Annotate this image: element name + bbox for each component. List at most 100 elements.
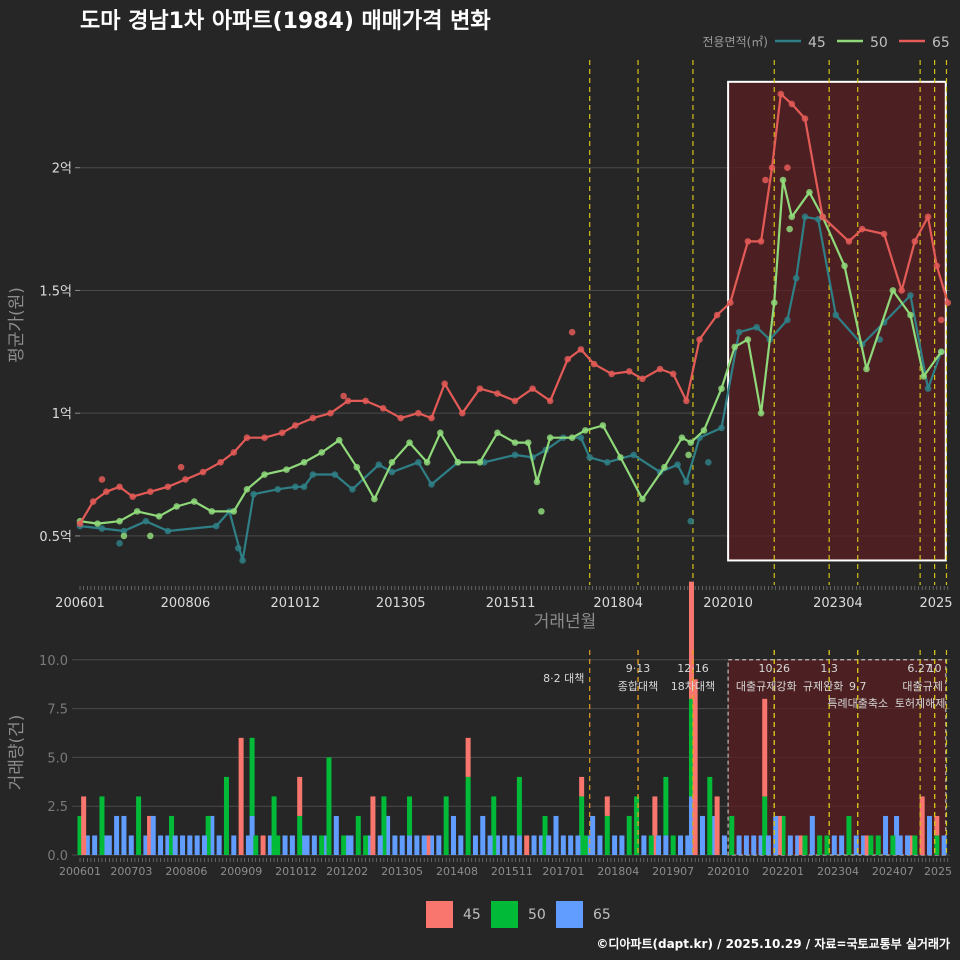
volume-xtick-label: 201408 (436, 865, 478, 878)
price-ytick-label: 1억 (52, 407, 72, 422)
volume-bar-filler (106, 835, 112, 855)
legend-label-50: 50 (870, 35, 888, 51)
series-point-50 (731, 343, 738, 351)
volume-bar-filler (626, 815, 632, 855)
volume-bar-filler (941, 835, 947, 855)
volume-bar-65 (472, 835, 478, 855)
volume-bar-65 (450, 815, 456, 855)
series-point-65 (511, 397, 519, 405)
volume-bar-65 (710, 815, 716, 855)
volume-bar-65 (494, 835, 500, 855)
volume-bar-filler (377, 835, 383, 855)
volume-bar-65 (538, 835, 544, 855)
series-point-65 (590, 360, 598, 368)
volume-xtick-label: 202201 (762, 865, 804, 878)
series-point-45 (630, 451, 637, 459)
volume-bar-filler (114, 815, 120, 855)
volume-bar-50 (604, 815, 610, 855)
series-point-65 (546, 397, 554, 405)
series-point-45 (212, 522, 220, 530)
policy-annotation: 6.27 (907, 662, 932, 675)
policy-annotation: 12·16 (677, 662, 709, 675)
series-point-50 (533, 478, 541, 486)
series-point-50 (757, 409, 765, 417)
volume-ylabel: 거래량(건) (7, 715, 27, 791)
volume-bar-65 (736, 835, 742, 855)
volume-bar-filler (751, 835, 757, 855)
volume-bar-50 (271, 796, 277, 855)
volume-bar-50 (663, 776, 669, 836)
series-point-65 (230, 449, 238, 456)
series-line-50 (79, 178, 943, 525)
series-point-65 (344, 397, 352, 405)
series-point-50 (678, 434, 686, 442)
volume-ytick-label: 2.5 (47, 800, 68, 815)
series-point-50 (770, 299, 778, 307)
volume-bar-filler (311, 835, 317, 855)
volume-bar-filler (348, 835, 354, 855)
series-point-50 (155, 512, 163, 520)
series-point-50 (538, 508, 545, 515)
series-point-65 (911, 238, 919, 245)
volume-legend: 45 50 65 (426, 901, 611, 928)
volume-bar-filler (275, 835, 281, 855)
volume-bar-45 (260, 835, 266, 855)
series-point-45 (735, 328, 743, 336)
volume-bar-50 (249, 737, 255, 816)
volume-bar-filler (304, 835, 310, 855)
price-ytick-label: 1.5억 (39, 284, 72, 299)
series-point-50 (133, 508, 141, 515)
price-ytick-label: 0.5억 (39, 530, 72, 545)
series-point-65 (98, 476, 106, 483)
series-point-45 (239, 557, 246, 564)
volume-bar-50 (688, 698, 694, 797)
volume-bar-65 (103, 835, 109, 855)
volume-bar-45 (919, 796, 925, 855)
volume-bar-50 (634, 796, 640, 855)
policy-annotation: 종합대책 (618, 680, 658, 693)
volume-bar-filler (685, 835, 691, 855)
series-point-65 (164, 483, 172, 491)
series-point-50 (779, 176, 787, 184)
series-point-65 (727, 299, 734, 307)
volume-bar-filler (392, 835, 398, 855)
series-point-50 (300, 458, 308, 466)
volume-legend-swatch-50 (491, 901, 518, 928)
volume-bar-50 (205, 815, 211, 855)
volume-bar-65 (641, 835, 647, 855)
series-point-65 (292, 422, 299, 429)
series-point-65 (713, 311, 721, 319)
series-point-45 (603, 458, 611, 466)
volume-bar-45 (81, 796, 87, 855)
volume-bar-50 (729, 815, 735, 855)
volume-bar-filler (172, 835, 178, 855)
volume-bar-filler (201, 835, 207, 855)
volume-bar-filler (421, 835, 427, 855)
series-point-65 (217, 458, 224, 466)
volume-bar-filler (509, 835, 515, 855)
series-point-65 (639, 375, 646, 383)
policy-annotation: 토허제해제 (895, 696, 946, 710)
volume-bar-45 (714, 796, 720, 855)
volume-bar-45 (652, 796, 658, 855)
volume-bar-filler (839, 835, 845, 855)
series-point-50 (568, 434, 576, 442)
series-point-50 (511, 439, 519, 446)
series-point-50 (687, 439, 695, 446)
volume-legend-label-65: 65 (593, 907, 611, 923)
volume-bar-50 (780, 815, 786, 855)
policy-annotation: 1.3 (820, 662, 838, 675)
chart-title: 도마 경남1차 아파트(1984) 매매가격 변화 (80, 9, 491, 34)
series-point-65 (937, 316, 945, 324)
series-point-65 (564, 355, 572, 363)
policy-annotation: 10.26 (758, 662, 790, 675)
volume-bar-50 (443, 796, 449, 855)
series-point-65 (683, 397, 690, 405)
price-xtick-label: 200806 (161, 596, 211, 611)
series-point-50 (116, 517, 123, 525)
highlight-region (727, 80, 947, 562)
series-point-50 (318, 449, 325, 456)
series-point-65 (924, 213, 932, 221)
series-point-65 (458, 409, 466, 417)
price-xtick-label: 201012 (270, 596, 320, 611)
